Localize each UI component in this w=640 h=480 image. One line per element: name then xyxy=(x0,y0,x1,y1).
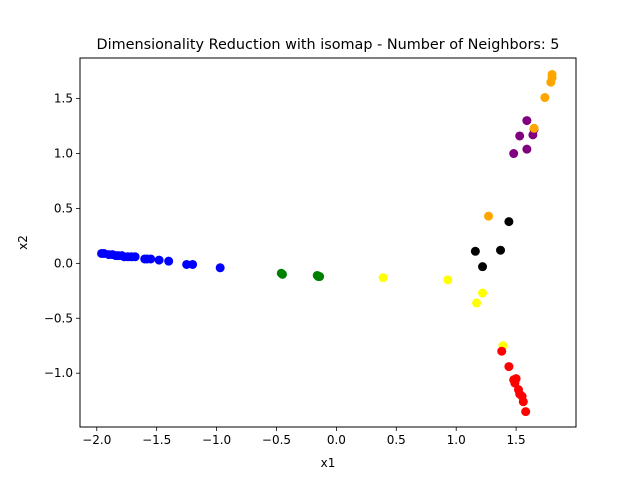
data-point xyxy=(496,245,506,255)
data-point xyxy=(277,269,287,279)
axes-layer: −2.0 −1.5 −1.0 −0.5 0.0 0.5 1.0 1.5 −1.0 −0.5 0.0 0… xyxy=(44,92,526,447)
data-point xyxy=(484,211,494,221)
data-point xyxy=(154,255,164,265)
y-tick-label: 0.5 xyxy=(54,201,73,215)
data-point xyxy=(188,259,198,269)
y-tick-label: −1.0 xyxy=(44,366,73,380)
data-point xyxy=(510,378,520,388)
data-point xyxy=(540,93,550,103)
data-point xyxy=(522,116,532,126)
data-point xyxy=(378,273,388,283)
data-point xyxy=(472,298,482,308)
data-point xyxy=(470,246,480,256)
data-point xyxy=(522,144,532,154)
y-axis-title: x2 xyxy=(16,235,30,250)
data-point xyxy=(529,123,539,133)
x-tick-label: 1.0 xyxy=(447,433,466,447)
x-tick-label: −0.5 xyxy=(262,433,291,447)
x-tick-label: 0.0 xyxy=(327,433,346,447)
data-point xyxy=(478,262,488,272)
data-point xyxy=(130,252,140,262)
plot-frame xyxy=(79,57,577,428)
y-tick-label: 1.0 xyxy=(54,147,73,161)
data-point xyxy=(504,362,514,372)
y-tick-label: 0.0 xyxy=(54,256,73,270)
y-tick-label: 1.5 xyxy=(54,92,73,106)
x-tick-label: −1.5 xyxy=(142,433,171,447)
data-point xyxy=(478,288,488,298)
data-point xyxy=(146,254,156,264)
data-point xyxy=(215,263,225,273)
data-point xyxy=(504,217,514,227)
chart-title: Dimensionality Reduction with isomap - N… xyxy=(97,37,560,53)
data-point xyxy=(509,149,519,159)
points-layer xyxy=(97,69,557,417)
data-point xyxy=(497,346,507,356)
x-tick-label: −1.0 xyxy=(202,433,231,447)
data-point xyxy=(518,397,528,407)
data-point xyxy=(546,77,556,87)
x-tick-label: 0.5 xyxy=(387,433,406,447)
data-point xyxy=(164,256,174,266)
y-tick-label: −0.5 xyxy=(44,311,73,325)
data-point xyxy=(521,407,531,417)
x-axis-title: x1 xyxy=(321,456,336,470)
data-point xyxy=(443,275,453,285)
x-tick-label: −2.0 xyxy=(82,433,111,447)
x-tick-label: 1.5 xyxy=(507,433,526,447)
data-point xyxy=(515,131,525,141)
data-point xyxy=(315,272,325,282)
